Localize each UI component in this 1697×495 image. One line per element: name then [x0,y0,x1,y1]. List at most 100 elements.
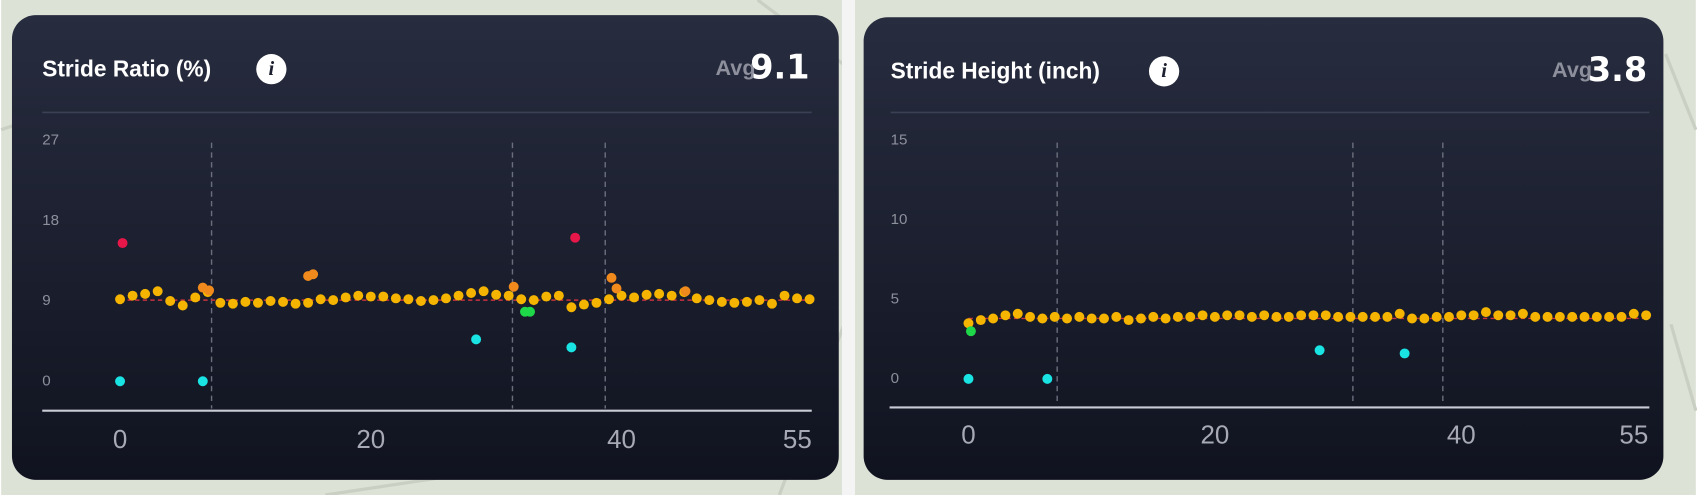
panel: Stride Height (inch) i Avg 3.8 0 5 10 15 0 20… [863,17,1664,480]
data-point [1517,308,1528,319]
data-point [729,297,740,308]
data-point [1542,311,1553,322]
x-tick-label: 40 [1447,421,1476,449]
y-tick-label: 10 [891,211,908,228]
data-point [792,293,803,304]
data-point [508,281,519,292]
data-point [177,300,188,311]
data-point [754,295,765,306]
info-icon[interactable]: i [1148,56,1180,87]
data-point [1320,310,1331,321]
data-point [691,293,702,304]
data-point [629,292,640,303]
x-tick-label: 0 [113,426,127,454]
data-point [115,376,126,387]
svg-text:i: i [1161,60,1167,82]
data-point [215,297,226,308]
data-point [478,286,489,297]
data-point [516,294,527,305]
divider [842,0,855,495]
data-point [1628,308,1639,319]
data-point [190,292,201,303]
data-point [204,285,215,296]
data-point [365,291,376,302]
data-point [1314,345,1325,356]
x-tick-label: 0 [961,421,975,449]
y-tick-label: 5 [891,290,899,307]
data-point [1308,310,1319,321]
data-point [1604,311,1615,322]
data-point [566,302,577,313]
data-point [1357,311,1368,322]
data-point [117,238,128,249]
data-point [1074,311,1085,322]
data-point [1407,313,1417,324]
data-point [804,294,815,305]
data-point [1444,311,1454,322]
data-point [140,288,151,299]
data-point [1025,311,1036,322]
data-point [1616,311,1627,322]
data-point [963,373,974,384]
data-point [278,296,289,307]
data-point [403,294,414,305]
y-tick-label: 15 [891,132,908,149]
data-point [1333,311,1344,322]
data-point [1394,308,1405,319]
data-point [471,334,482,345]
data-point [127,290,138,301]
data-point [1123,315,1134,326]
data-point [1197,310,1208,321]
data-point [641,289,652,300]
data-point [1554,311,1565,322]
data-point [666,290,677,301]
data-point [1246,311,1257,322]
y-tick-label: 9 [42,292,50,309]
data-point [152,286,163,297]
info-icon[interactable]: i [256,54,287,85]
data-point [1456,310,1467,321]
data-point [1135,313,1146,324]
avg-label: Avg [716,55,756,80]
data-point [1283,311,1294,322]
panel: Stride Ratio (%) i Avg 9.1 0 9 18 27 0 20 40 55 [11,15,839,480]
data-point [716,296,727,307]
data-point [453,290,464,301]
data-point [1505,310,1516,321]
data-point [1493,310,1504,321]
avg-value: 3.8 [1588,50,1647,89]
data-point [240,296,251,307]
data-point [965,326,976,337]
data-point [988,313,999,324]
data-point [1296,310,1307,321]
chart-title: Stride Ratio (%) [42,55,211,81]
x-tick-label: 55 [783,426,812,454]
data-point [1049,311,1060,322]
data-point [1579,311,1590,322]
data-point [1259,310,1270,321]
data-point [1419,313,1430,324]
data-point [616,290,627,301]
data-point [528,295,539,306]
data-point [1480,307,1491,318]
data-point [503,290,514,301]
data-point [1086,313,1097,324]
data-point [1099,313,1109,324]
data-point [308,269,319,280]
data-point [704,295,715,306]
data-point [1000,310,1011,321]
data-point [541,291,552,302]
data-point [1111,311,1122,322]
data-point [566,342,577,353]
data-point [1382,311,1393,322]
data-point [591,297,602,308]
data-point [353,290,364,301]
data-point [606,272,617,283]
data-point [570,232,581,243]
data-point [378,291,389,302]
data-point [1468,310,1479,321]
data-point [1148,311,1159,322]
data-point [441,293,451,304]
data-point [1172,311,1183,322]
